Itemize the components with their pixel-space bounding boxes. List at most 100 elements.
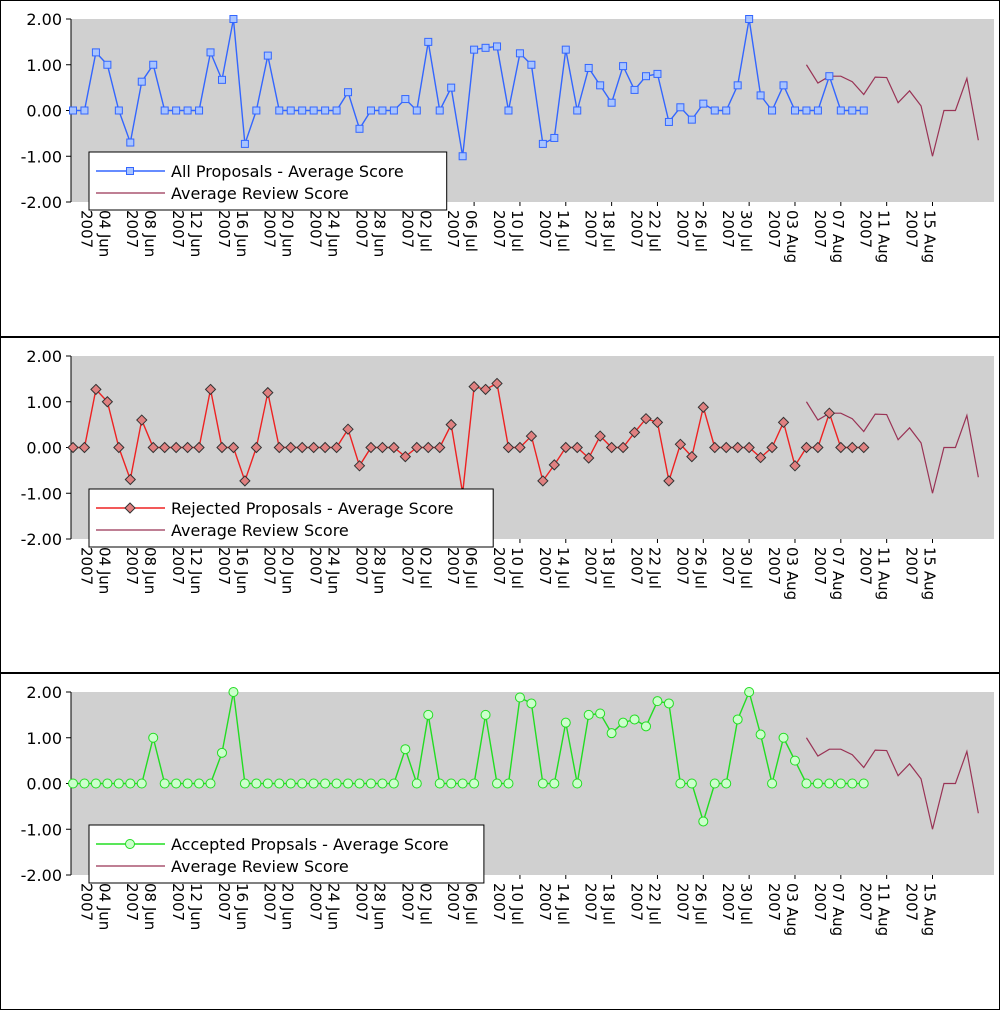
y-tick-label: -2.00 xyxy=(21,866,62,885)
data-point xyxy=(548,459,561,471)
data-point xyxy=(101,396,114,408)
data-point xyxy=(823,407,836,419)
data-point xyxy=(158,441,171,454)
data-point xyxy=(743,441,755,454)
data-point xyxy=(720,441,732,454)
data-point xyxy=(607,98,616,107)
data-point xyxy=(422,441,434,454)
data-point xyxy=(572,778,583,789)
legend-box xyxy=(88,824,485,884)
data-point xyxy=(435,106,444,115)
data-point xyxy=(320,778,331,789)
data-point xyxy=(411,441,423,454)
data-point xyxy=(229,15,238,23)
data-point xyxy=(549,778,560,789)
series-average-review-score xyxy=(805,401,979,494)
data-point xyxy=(606,728,617,739)
y-tick-label: 0.00 xyxy=(26,102,62,121)
data-point xyxy=(126,138,135,147)
data-point xyxy=(331,778,342,789)
x-tick-label: 08 Jun2007 xyxy=(123,883,159,930)
data-point xyxy=(642,72,650,81)
data-point xyxy=(859,106,868,115)
legend-label: Accepted Propsals - Average Score xyxy=(171,835,449,854)
data-point xyxy=(378,106,387,115)
chart-panel-accepted-proposals: 2.00 1.00 0.00 -1.00 -2.00 04 Jun2007 08 Jun20… xyxy=(0,673,1000,1010)
data-point xyxy=(195,106,204,115)
data-point xyxy=(756,91,765,100)
data-point xyxy=(732,714,743,725)
data-point xyxy=(376,441,389,454)
chart-panel-all-proposals: 2.00 1.00 0.00 -1.00 -2.00 04 Jun2007 08 Jun20… xyxy=(0,0,1000,337)
data-point xyxy=(204,383,217,396)
data-point xyxy=(401,95,410,104)
data-point xyxy=(709,441,721,454)
data-point xyxy=(582,452,595,464)
data-point xyxy=(515,49,524,58)
data-point xyxy=(114,106,123,115)
x-tick-label: 04 Jun2007 xyxy=(77,210,113,257)
y-tick-label: 1.00 xyxy=(26,56,62,75)
data-point xyxy=(767,778,778,789)
data-point xyxy=(605,441,618,454)
legend-swatch-marker xyxy=(126,167,134,175)
data-point xyxy=(721,778,732,789)
data-point xyxy=(628,426,641,439)
data-point xyxy=(745,15,754,23)
data-point xyxy=(652,696,663,707)
data-point xyxy=(766,441,778,454)
data-point xyxy=(698,816,709,827)
series-line xyxy=(805,401,979,494)
x-tick-label: 30 Jul2007 xyxy=(719,883,755,925)
x-tick-label: 03 Aug2007 xyxy=(765,883,801,936)
data-point xyxy=(353,460,366,472)
data-point xyxy=(583,709,594,720)
data-point xyxy=(699,99,708,108)
legend: Accepted Propsals - Average Score Average… xyxy=(88,824,485,884)
x-tick-label: 16 Jun2007 xyxy=(215,883,251,930)
data-point xyxy=(147,441,159,454)
y-tick-label: 2.00 xyxy=(26,10,62,29)
y-tick-label: 2.00 xyxy=(26,347,62,366)
series-all-proposals-average-score xyxy=(69,15,868,161)
x-tick-label: 10 Jul2007 xyxy=(490,210,526,252)
data-point xyxy=(722,106,731,115)
series-average-review-score xyxy=(805,737,979,830)
data-point xyxy=(252,106,261,115)
data-point xyxy=(835,441,847,454)
data-point xyxy=(343,778,354,789)
data-point xyxy=(366,106,375,115)
data-point xyxy=(640,412,652,425)
data-point xyxy=(399,450,412,463)
y-tick-label: 0.00 xyxy=(26,775,62,794)
x-tick-label: 04 Jun2007 xyxy=(77,547,113,594)
data-point xyxy=(149,60,158,69)
x-tick-label: 22 Jul2007 xyxy=(627,210,663,252)
data-point xyxy=(400,744,411,755)
data-point xyxy=(525,430,538,442)
data-point xyxy=(777,416,790,429)
legend-box xyxy=(88,151,448,211)
chart-svg-accepted-proposals: 2.00 1.00 0.00 -1.00 -2.00 04 Jun2007 08 Jun20… xyxy=(21,683,994,936)
data-point xyxy=(285,778,296,789)
data-point xyxy=(812,778,823,789)
x-tick-label: 18 Jul2007 xyxy=(582,883,618,925)
x-tick-label: 07 Aug2007 xyxy=(811,883,847,936)
data-point xyxy=(182,778,193,789)
data-point xyxy=(675,778,686,789)
y-tick-label: -2.00 xyxy=(21,530,62,549)
x-tick-label: 30 Jul2007 xyxy=(719,210,755,252)
series-rejected-proposals-average-score xyxy=(67,377,870,499)
y-tick-label: 1.00 xyxy=(26,729,62,748)
data-point xyxy=(686,450,698,463)
x-tick-label: 28 Jun2007 xyxy=(352,547,388,594)
x-tick-label: 03 Aug2007 xyxy=(765,547,801,600)
x-tick-label: 24 Jun2007 xyxy=(307,547,343,594)
data-point xyxy=(307,441,320,454)
legend-box xyxy=(88,488,494,548)
data-point xyxy=(285,441,297,454)
x-tick-label: 12 Jun2007 xyxy=(169,547,205,594)
data-point xyxy=(789,755,800,766)
y-tick-label: 0.00 xyxy=(26,439,62,458)
data-point xyxy=(136,414,148,426)
